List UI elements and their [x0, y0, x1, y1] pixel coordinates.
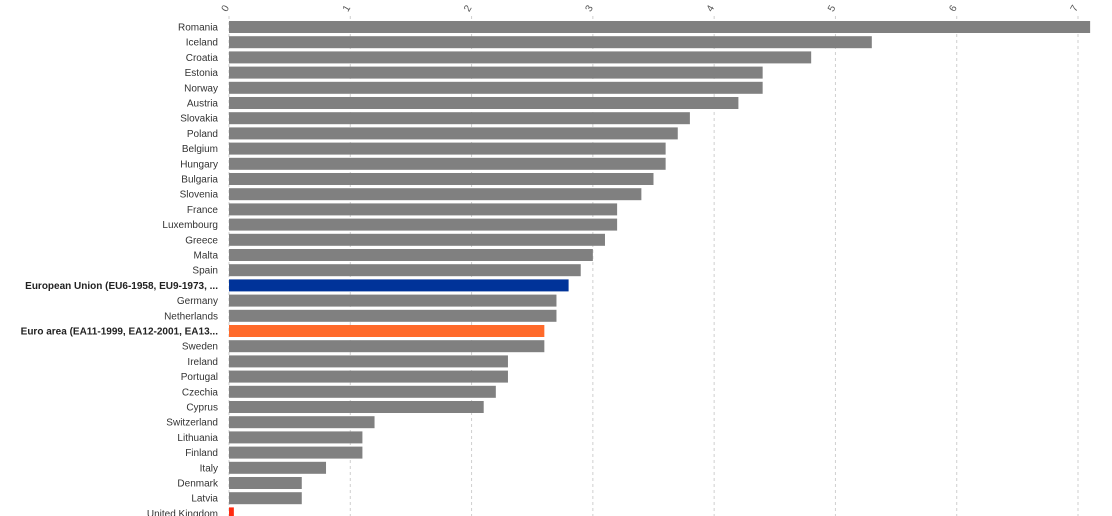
bar-cyprus[interactable] — [229, 401, 484, 413]
category-labels: Romania Iceland Croatia Estonia Norway Austri… — [21, 23, 219, 516]
category-label-greece: Greece — [185, 235, 218, 246]
bar-netherlands[interactable] — [229, 309, 557, 322]
category-label-denmark: Denmark — [177, 479, 219, 490]
category-label-belgium: Belgium — [182, 144, 218, 155]
bar-slovakia[interactable] — [229, 112, 690, 125]
category-label-malta: Malta — [194, 251, 219, 262]
bar-austria[interactable] — [229, 97, 739, 109]
x-tick-label-3: 3 — [584, 3, 597, 14]
bars — [229, 21, 1091, 516]
bar-greece[interactable] — [229, 233, 605, 246]
bar-italy[interactable] — [229, 461, 327, 474]
bar-euro-area-ea11-1999-ea12-2001-ea13[interactable] — [229, 325, 545, 337]
category-label-latvia: Latvia — [191, 494, 218, 505]
x-tick-label-6: 6 — [947, 3, 960, 14]
category-label-bulgaria: Bulgaria — [181, 175, 218, 186]
bar-ireland[interactable] — [229, 355, 508, 368]
category-label-italy: Italy — [200, 463, 218, 474]
category-label-cyprus: Cyprus — [186, 403, 218, 414]
bar-croatia[interactable] — [229, 51, 812, 64]
bar-norway[interactable] — [229, 81, 763, 94]
bar-iceland[interactable] — [229, 36, 872, 49]
x-tick-label-5: 5 — [826, 3, 839, 14]
bar-switzerland[interactable] — [229, 416, 375, 429]
category-label-sweden: Sweden — [182, 342, 218, 353]
category-label-hungary: Hungary — [180, 159, 218, 170]
bar-poland[interactable] — [229, 127, 678, 140]
category-label-portugal: Portugal — [181, 372, 218, 383]
bar-united-kingdom[interactable] — [229, 507, 234, 516]
bar-denmark[interactable] — [229, 477, 302, 489]
category-label-austria: Austria — [187, 99, 219, 110]
category-label-lithuania: Lithuania — [177, 433, 218, 444]
category-label-luxembourg: Luxembourg — [162, 220, 218, 231]
category-label-switzerland: Switzerland — [166, 418, 218, 429]
x-tick-label-0: 0 — [220, 3, 233, 14]
bar-malta[interactable] — [229, 249, 593, 261]
category-label-germany: Germany — [177, 296, 218, 307]
x-tick-label-2: 2 — [462, 3, 475, 14]
bar-bulgaria[interactable] — [229, 173, 654, 185]
bar-portugal[interactable] — [229, 370, 508, 383]
category-label-estonia: Estonia — [185, 68, 219, 79]
bar-germany[interactable] — [229, 294, 557, 307]
bar-finland[interactable] — [229, 446, 363, 459]
category-label-united-kingdom: United Kingdom — [147, 509, 218, 516]
bar-sweden[interactable] — [229, 340, 545, 353]
category-label-slovenia: Slovenia — [180, 190, 219, 201]
bar-slovenia[interactable] — [229, 188, 642, 201]
bar-luxembourg[interactable] — [229, 218, 618, 231]
bar-czechia[interactable] — [229, 385, 496, 398]
category-label-czechia: Czechia — [182, 387, 219, 398]
bar-hungary[interactable] — [229, 157, 666, 170]
category-label-norway: Norway — [184, 83, 218, 94]
bar-european-union-eu6-1958-eu9-1973[interactable] — [229, 279, 569, 292]
category-label-france: France — [187, 205, 219, 216]
category-label-iceland: Iceland — [186, 38, 218, 49]
category-label-romania: Romania — [178, 23, 218, 34]
category-label-poland: Poland — [187, 129, 218, 140]
bar-belgium[interactable] — [229, 142, 666, 155]
bar-france[interactable] — [229, 203, 618, 216]
bar-romania[interactable] — [229, 21, 1091, 33]
category-label-euro-area-ea11-1999-ea12-2001-ea13: Euro area (EA11-1999, EA12-2001, EA13... — [21, 327, 219, 338]
category-label-slovakia: Slovakia — [180, 114, 218, 125]
category-label-european-union-eu6-1958-eu9-1973: European Union (EU6-1958, EU9-1973, ... — [25, 281, 218, 292]
bar-spain[interactable] — [229, 264, 581, 277]
category-label-croatia: Croatia — [186, 53, 219, 64]
category-label-netherlands: Netherlands — [164, 311, 218, 322]
category-label-finland: Finland — [185, 448, 218, 459]
x-tick-label-1: 1 — [341, 3, 354, 14]
category-label-ireland: Ireland — [187, 357, 218, 368]
x-tick-label-7: 7 — [1069, 3, 1082, 14]
x-tick-label-4: 4 — [705, 3, 718, 14]
bar-lithuania[interactable] — [229, 431, 363, 444]
category-label-spain: Spain — [192, 266, 218, 277]
x-axis-ticks: 0 1 2 3 4 5 6 7 — [220, 3, 1082, 14]
bar-estonia[interactable] — [229, 66, 763, 79]
bar-latvia[interactable] — [229, 492, 302, 505]
